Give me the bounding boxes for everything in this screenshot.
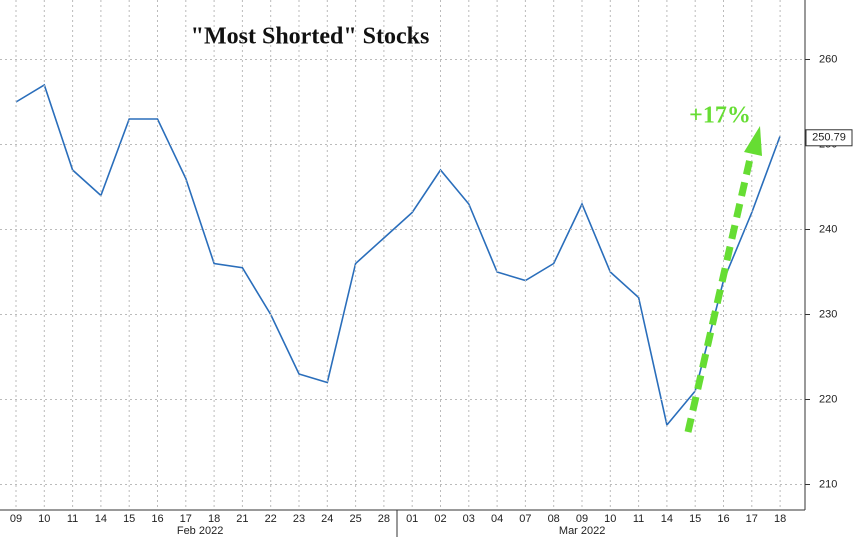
x-tick-label: 08 xyxy=(548,513,560,525)
x-tick-label: 18 xyxy=(208,513,220,525)
x-tick-label: 09 xyxy=(10,513,22,525)
x-tick-label: 15 xyxy=(123,513,135,525)
x-tick-label: 09 xyxy=(576,513,588,525)
x-tick-label: 24 xyxy=(321,513,333,525)
arrow-head xyxy=(744,126,762,156)
chart-title: "Most Shorted" Stocks xyxy=(191,24,430,50)
y-tick-label: 230 xyxy=(819,308,837,320)
y-tick-label: 210 xyxy=(819,478,837,490)
y-tick-label: 240 xyxy=(819,223,837,235)
x-tick-label: 25 xyxy=(349,513,361,525)
x-tick-label: 10 xyxy=(604,513,616,525)
y-tick-label: 260 xyxy=(819,53,837,65)
x-tick-label: 21 xyxy=(236,513,248,525)
x-tick-label: 14 xyxy=(95,513,107,525)
last-price-label: 250.79 xyxy=(812,132,846,144)
x-tick-label: 03 xyxy=(463,513,475,525)
price-line xyxy=(15,83,781,427)
x-tick-label: 16 xyxy=(151,513,163,525)
x-tick-label: 28 xyxy=(378,513,390,525)
y-tick-label: 220 xyxy=(819,393,837,405)
x-tick-label: 07 xyxy=(519,513,531,525)
annotation: +17% xyxy=(689,103,751,129)
x-tick-label: 22 xyxy=(265,513,277,525)
month-label: Feb 2022 xyxy=(177,525,223,537)
x-tick-label: 14 xyxy=(661,513,673,525)
x-tick-label: 02 xyxy=(434,513,446,525)
x-tick-label: 17 xyxy=(180,513,192,525)
x-tick-label: 15 xyxy=(689,513,701,525)
x-tick-label: 23 xyxy=(293,513,305,525)
arrow-shaft xyxy=(684,149,756,433)
x-tick-label: 11 xyxy=(67,513,78,525)
x-tick-label: 01 xyxy=(406,513,418,525)
x-tick-label: 17 xyxy=(746,513,758,525)
x-tick-label: 10 xyxy=(38,513,50,525)
x-tick-label: 11 xyxy=(633,513,644,525)
month-label: Mar 2022 xyxy=(559,525,605,537)
x-tick-label: 18 xyxy=(774,513,786,525)
x-tick-label: 16 xyxy=(717,513,729,525)
x-tick-label: 04 xyxy=(491,513,503,525)
last-price-box xyxy=(805,129,853,147)
